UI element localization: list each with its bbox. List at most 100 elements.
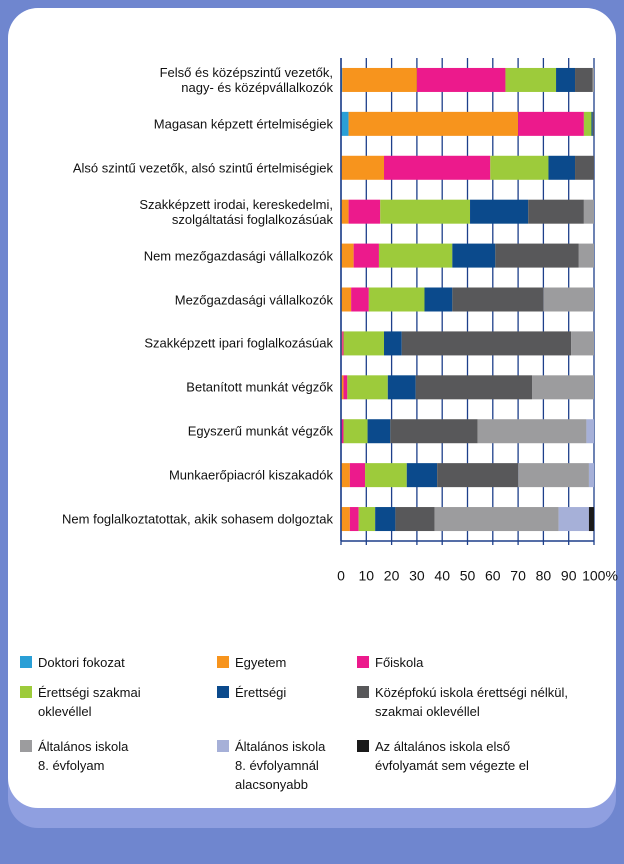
bar-segment bbox=[518, 111, 584, 136]
bar-segment bbox=[543, 287, 594, 312]
bar-segment bbox=[341, 507, 350, 532]
category-label: Nem mezőgazdasági vállalkozók bbox=[143, 248, 333, 264]
bar-segment bbox=[343, 331, 385, 356]
category-label: Felső és középszintű vezetők, nagy- és k… bbox=[159, 64, 333, 95]
legend-swatch bbox=[357, 656, 369, 668]
x-tick-label: 70 bbox=[510, 568, 526, 584]
legend-swatch bbox=[357, 686, 369, 698]
legend-label: Egyetem bbox=[235, 655, 287, 670]
bar-segment bbox=[490, 155, 549, 180]
x-tick-label: 20 bbox=[384, 568, 400, 584]
x-tick-label: 100% bbox=[582, 568, 618, 584]
bar-segment bbox=[349, 507, 359, 532]
bar-segment bbox=[380, 199, 471, 224]
bar-segment bbox=[343, 375, 348, 400]
bar-segment bbox=[353, 243, 379, 268]
bar-segment bbox=[556, 67, 576, 92]
legend-label: Általános iskola 8. évfolyamnál alacsony… bbox=[235, 739, 326, 792]
bar-segment bbox=[532, 375, 594, 400]
bar-segment bbox=[434, 507, 559, 532]
bar-segment bbox=[384, 155, 491, 180]
x-tick-label: 90 bbox=[561, 568, 577, 584]
legend-swatch bbox=[217, 686, 229, 698]
bar-segment bbox=[578, 243, 594, 268]
bar-segment bbox=[401, 331, 572, 356]
legend-swatch bbox=[20, 740, 32, 752]
bar-segment bbox=[349, 463, 366, 488]
category-label: Szakképzett ipari foglalkozásúak bbox=[144, 335, 333, 351]
legend-swatch bbox=[217, 656, 229, 668]
x-tick-label: 10 bbox=[359, 568, 375, 584]
bar-segment bbox=[341, 287, 352, 312]
bar-segment bbox=[342, 67, 417, 92]
bar-segment bbox=[341, 199, 349, 224]
bar-segment bbox=[528, 199, 584, 224]
legend-label: Doktori fokozat bbox=[38, 655, 125, 670]
category-label: Magasan képzett értelmiségiek bbox=[153, 116, 333, 132]
bar-segment bbox=[341, 375, 344, 400]
category-label: Szakképzett irodai, kereskedelmi, szolgá… bbox=[139, 196, 333, 227]
bar-segment bbox=[591, 111, 593, 136]
bar-segment bbox=[342, 331, 344, 356]
bar-segment bbox=[368, 287, 425, 312]
bar-segment bbox=[378, 243, 453, 268]
bar-segment bbox=[452, 287, 544, 312]
bar-segment bbox=[470, 199, 529, 224]
bar-segment bbox=[592, 111, 594, 136]
category-label: Egyszerű munkát végzők bbox=[187, 423, 333, 439]
bar-segment bbox=[588, 507, 594, 532]
x-tick-label: 40 bbox=[434, 568, 450, 584]
bar-segment bbox=[341, 155, 385, 180]
category-label: Betanított munkát végzők bbox=[186, 379, 333, 395]
bar-segment bbox=[575, 67, 593, 92]
x-tick-label: 60 bbox=[485, 568, 501, 584]
bar-segment bbox=[365, 463, 407, 488]
bar-segment bbox=[387, 375, 416, 400]
bar-segment bbox=[416, 67, 506, 92]
category-label: Alsó szintű vezetők, alsó szintű értelmi… bbox=[72, 160, 333, 176]
bar-segment bbox=[437, 463, 519, 488]
category-label: Mezőgazdasági vállalkozók bbox=[174, 292, 333, 307]
category-label: Nem foglalkoztatottak, akik sohasem dolg… bbox=[62, 511, 333, 527]
bar-segment bbox=[341, 111, 349, 136]
bar-segment bbox=[592, 67, 594, 92]
legend-label: Érettségi szakmai oklevéllel bbox=[38, 685, 141, 719]
legend-label: Érettségi bbox=[235, 685, 287, 700]
bar-segment bbox=[341, 463, 350, 488]
x-tick-label: 0 bbox=[337, 568, 345, 584]
bar-segment bbox=[358, 507, 376, 532]
bar-segment bbox=[477, 419, 587, 444]
bar-segment bbox=[341, 419, 344, 444]
bar-segment bbox=[505, 67, 557, 92]
bar-segment bbox=[395, 507, 435, 532]
bar-segment bbox=[367, 419, 391, 444]
x-tick-label: 80 bbox=[536, 568, 552, 584]
legend-label: Általános iskola 8. évfolyam bbox=[38, 739, 129, 773]
bar-segment bbox=[548, 155, 576, 180]
bar-segment bbox=[588, 463, 594, 488]
bar-segment bbox=[452, 243, 496, 268]
x-tick-label: 30 bbox=[409, 568, 425, 584]
bar-segment bbox=[347, 375, 388, 400]
legend-label: Középfokú iskola érettségi nélkül, szakm… bbox=[375, 685, 568, 719]
bar-segment bbox=[343, 419, 368, 444]
bar-segment bbox=[586, 419, 594, 444]
legend-swatch bbox=[217, 740, 229, 752]
bar-segment bbox=[341, 243, 354, 268]
legend-swatch bbox=[20, 656, 32, 668]
bar-segment bbox=[390, 419, 478, 444]
bar-segment bbox=[348, 111, 519, 136]
bar-segment bbox=[495, 243, 579, 268]
bar-segment bbox=[518, 463, 589, 488]
legend-label: Főiskola bbox=[375, 655, 424, 670]
bar-segment bbox=[351, 287, 369, 312]
bar-segment bbox=[558, 507, 589, 532]
bar-segment bbox=[415, 375, 533, 400]
bar-segment bbox=[384, 331, 402, 356]
x-tick-label: 50 bbox=[460, 568, 476, 584]
legend-swatch bbox=[357, 740, 369, 752]
bar-segment bbox=[583, 111, 592, 136]
bar-segment bbox=[406, 463, 438, 488]
